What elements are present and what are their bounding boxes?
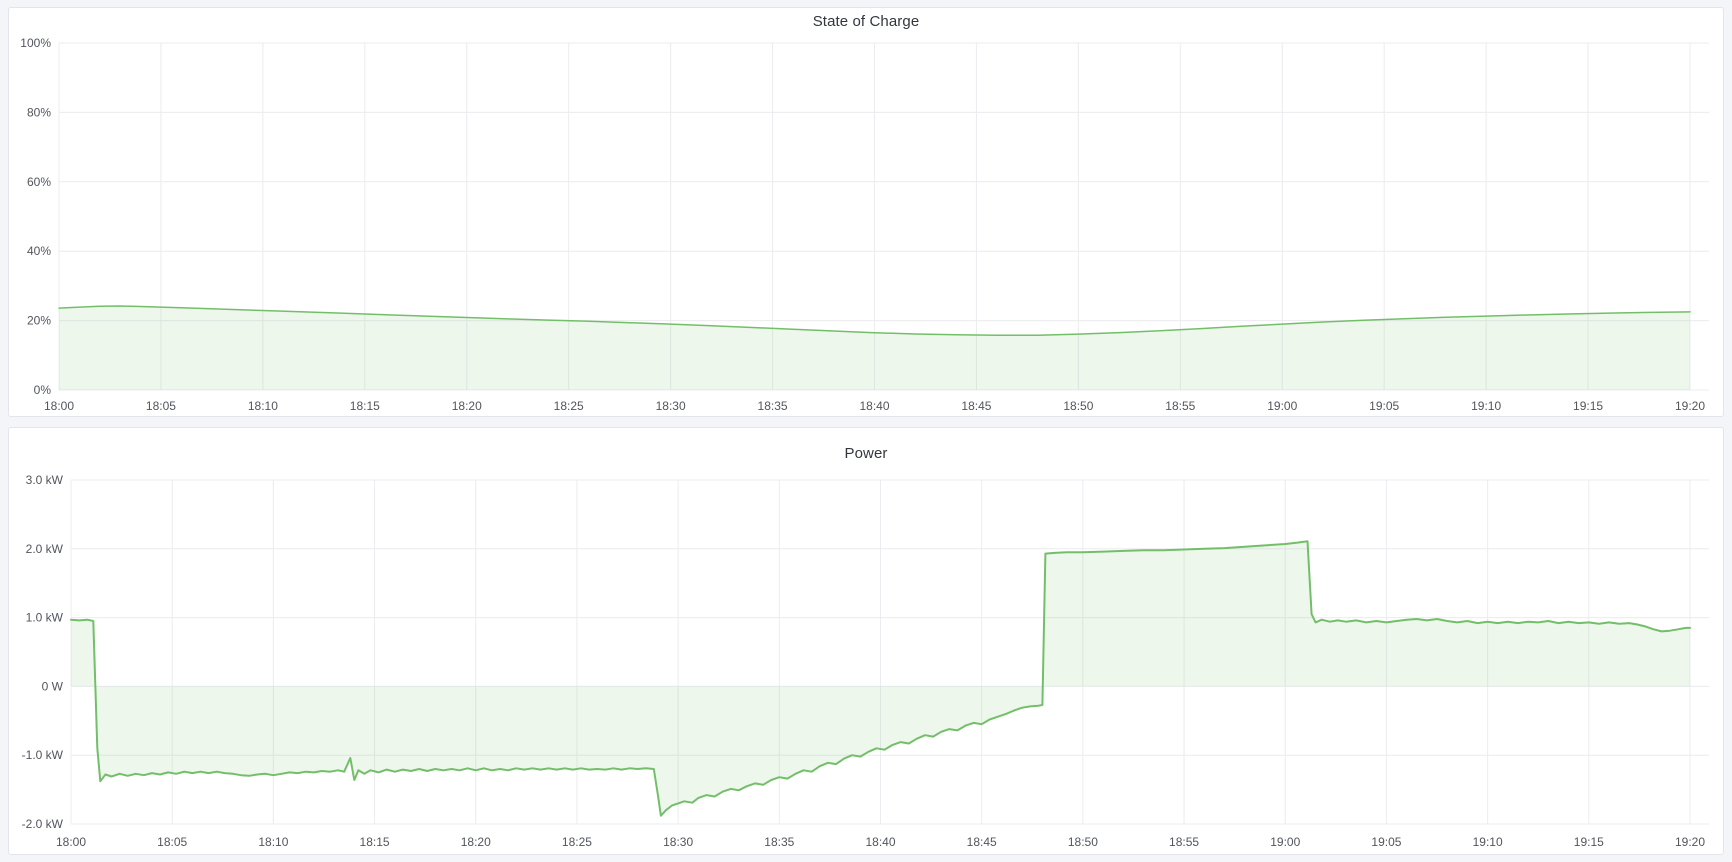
y-axis-tick-label: 1.0 kW	[26, 611, 64, 625]
y-axis-tick-label: -1.0 kW	[22, 748, 64, 762]
series-line	[70, 540, 1691, 817]
y-axis-tick-label: 40%	[27, 244, 51, 258]
y-axis-tick-label: 100%	[20, 36, 51, 50]
x-axis-tick-label: 19:20	[1675, 399, 1705, 413]
x-axis-tick-label: 18:25	[562, 835, 592, 849]
x-axis-tick-label: 18:15	[350, 399, 380, 413]
x-axis-tick-label: 18:10	[258, 835, 288, 849]
y-axis-tick-label: 2.0 kW	[26, 542, 64, 556]
x-axis-tick-label: 18:35	[764, 835, 794, 849]
panel-title-power[interactable]: Power	[844, 445, 888, 462]
x-axis-tick-label: 18:00	[44, 399, 74, 413]
x-axis-tick-label: 18:45	[961, 399, 991, 413]
x-axis-tick-label: 19:10	[1471, 399, 1501, 413]
x-axis-tick-label: 19:00	[1270, 835, 1300, 849]
x-axis-tick-label: 18:15	[360, 835, 390, 849]
y-axis-tick-label: 0%	[34, 383, 52, 397]
x-axis-tick-label: 18:00	[56, 835, 86, 849]
x-axis-tick-label: 18:25	[554, 399, 584, 413]
x-axis-tick-label: 19:15	[1574, 835, 1604, 849]
power-chart-canvas[interactable]: 3.0 kW 2.0 kW 1.0 kW 0 W -1.0 kW -2.0 kW 18:00…	[9, 428, 1724, 855]
x-axis-tick-label: 18:20	[452, 399, 482, 413]
x-axis-tick-label: 18:50	[1068, 835, 1098, 849]
x-axis-tick-label: 18:20	[461, 835, 491, 849]
x-axis-tick-label: 19:15	[1573, 399, 1603, 413]
x-axis-tick-label: 18:10	[248, 399, 278, 413]
x-axis-tick-label: 18:55	[1169, 835, 1199, 849]
y-axis-tick-label: 3.0 kW	[26, 473, 64, 487]
y-axis-tick-label: 80%	[27, 105, 51, 119]
x-axis-tick-label: 18:05	[157, 835, 187, 849]
series-area-fill	[71, 541, 1690, 816]
y-axis-tick-label: 0 W	[42, 679, 64, 693]
x-axis-tick-label: 19:05	[1371, 835, 1401, 849]
state-of-charge-chart-canvas[interactable]: 100% 80% 60% 40% 20% 0% 18:00 18:05 18:10 18:15 18…	[9, 8, 1724, 417]
x-axis-tick-label: 18:40	[865, 835, 895, 849]
x-axis-tick-label: 19:05	[1369, 399, 1399, 413]
x-axis-tick-label: 18:30	[663, 835, 693, 849]
x-axis-tick-label: 18:40	[859, 399, 889, 413]
y-axis-tick-label: -2.0 kW	[22, 817, 64, 831]
panel-title-state-of-charge[interactable]: State of Charge	[812, 13, 920, 30]
series-line	[58, 305, 1691, 336]
x-axis-tick-label: 18:35	[758, 399, 788, 413]
x-axis-tick-label: 18:30	[656, 399, 686, 413]
x-axis-tick-label: 18:45	[967, 835, 997, 849]
y-axis-tick-label: 20%	[27, 314, 51, 328]
x-axis-tick-label: 19:20	[1675, 835, 1705, 849]
y-axis-tick-label: 60%	[27, 175, 51, 189]
x-axis-tick-label: 18:05	[146, 399, 176, 413]
x-axis-tick-label: 18:55	[1165, 399, 1195, 413]
x-axis-tick-label: 18:50	[1063, 399, 1093, 413]
panel-state-of-charge: State of Charge 100% 80% 60% 40% 20% 0% 18:00 1…	[8, 7, 1724, 417]
x-axis-tick-label: 19:10	[1473, 835, 1503, 849]
x-axis-tick-label: 19:00	[1267, 399, 1297, 413]
panel-power: Power 3.0 kW 2.0 kW 1.0 kW 0 W -1.0 kW -2.0 k…	[8, 427, 1724, 855]
series-area-fill	[59, 306, 1690, 390]
